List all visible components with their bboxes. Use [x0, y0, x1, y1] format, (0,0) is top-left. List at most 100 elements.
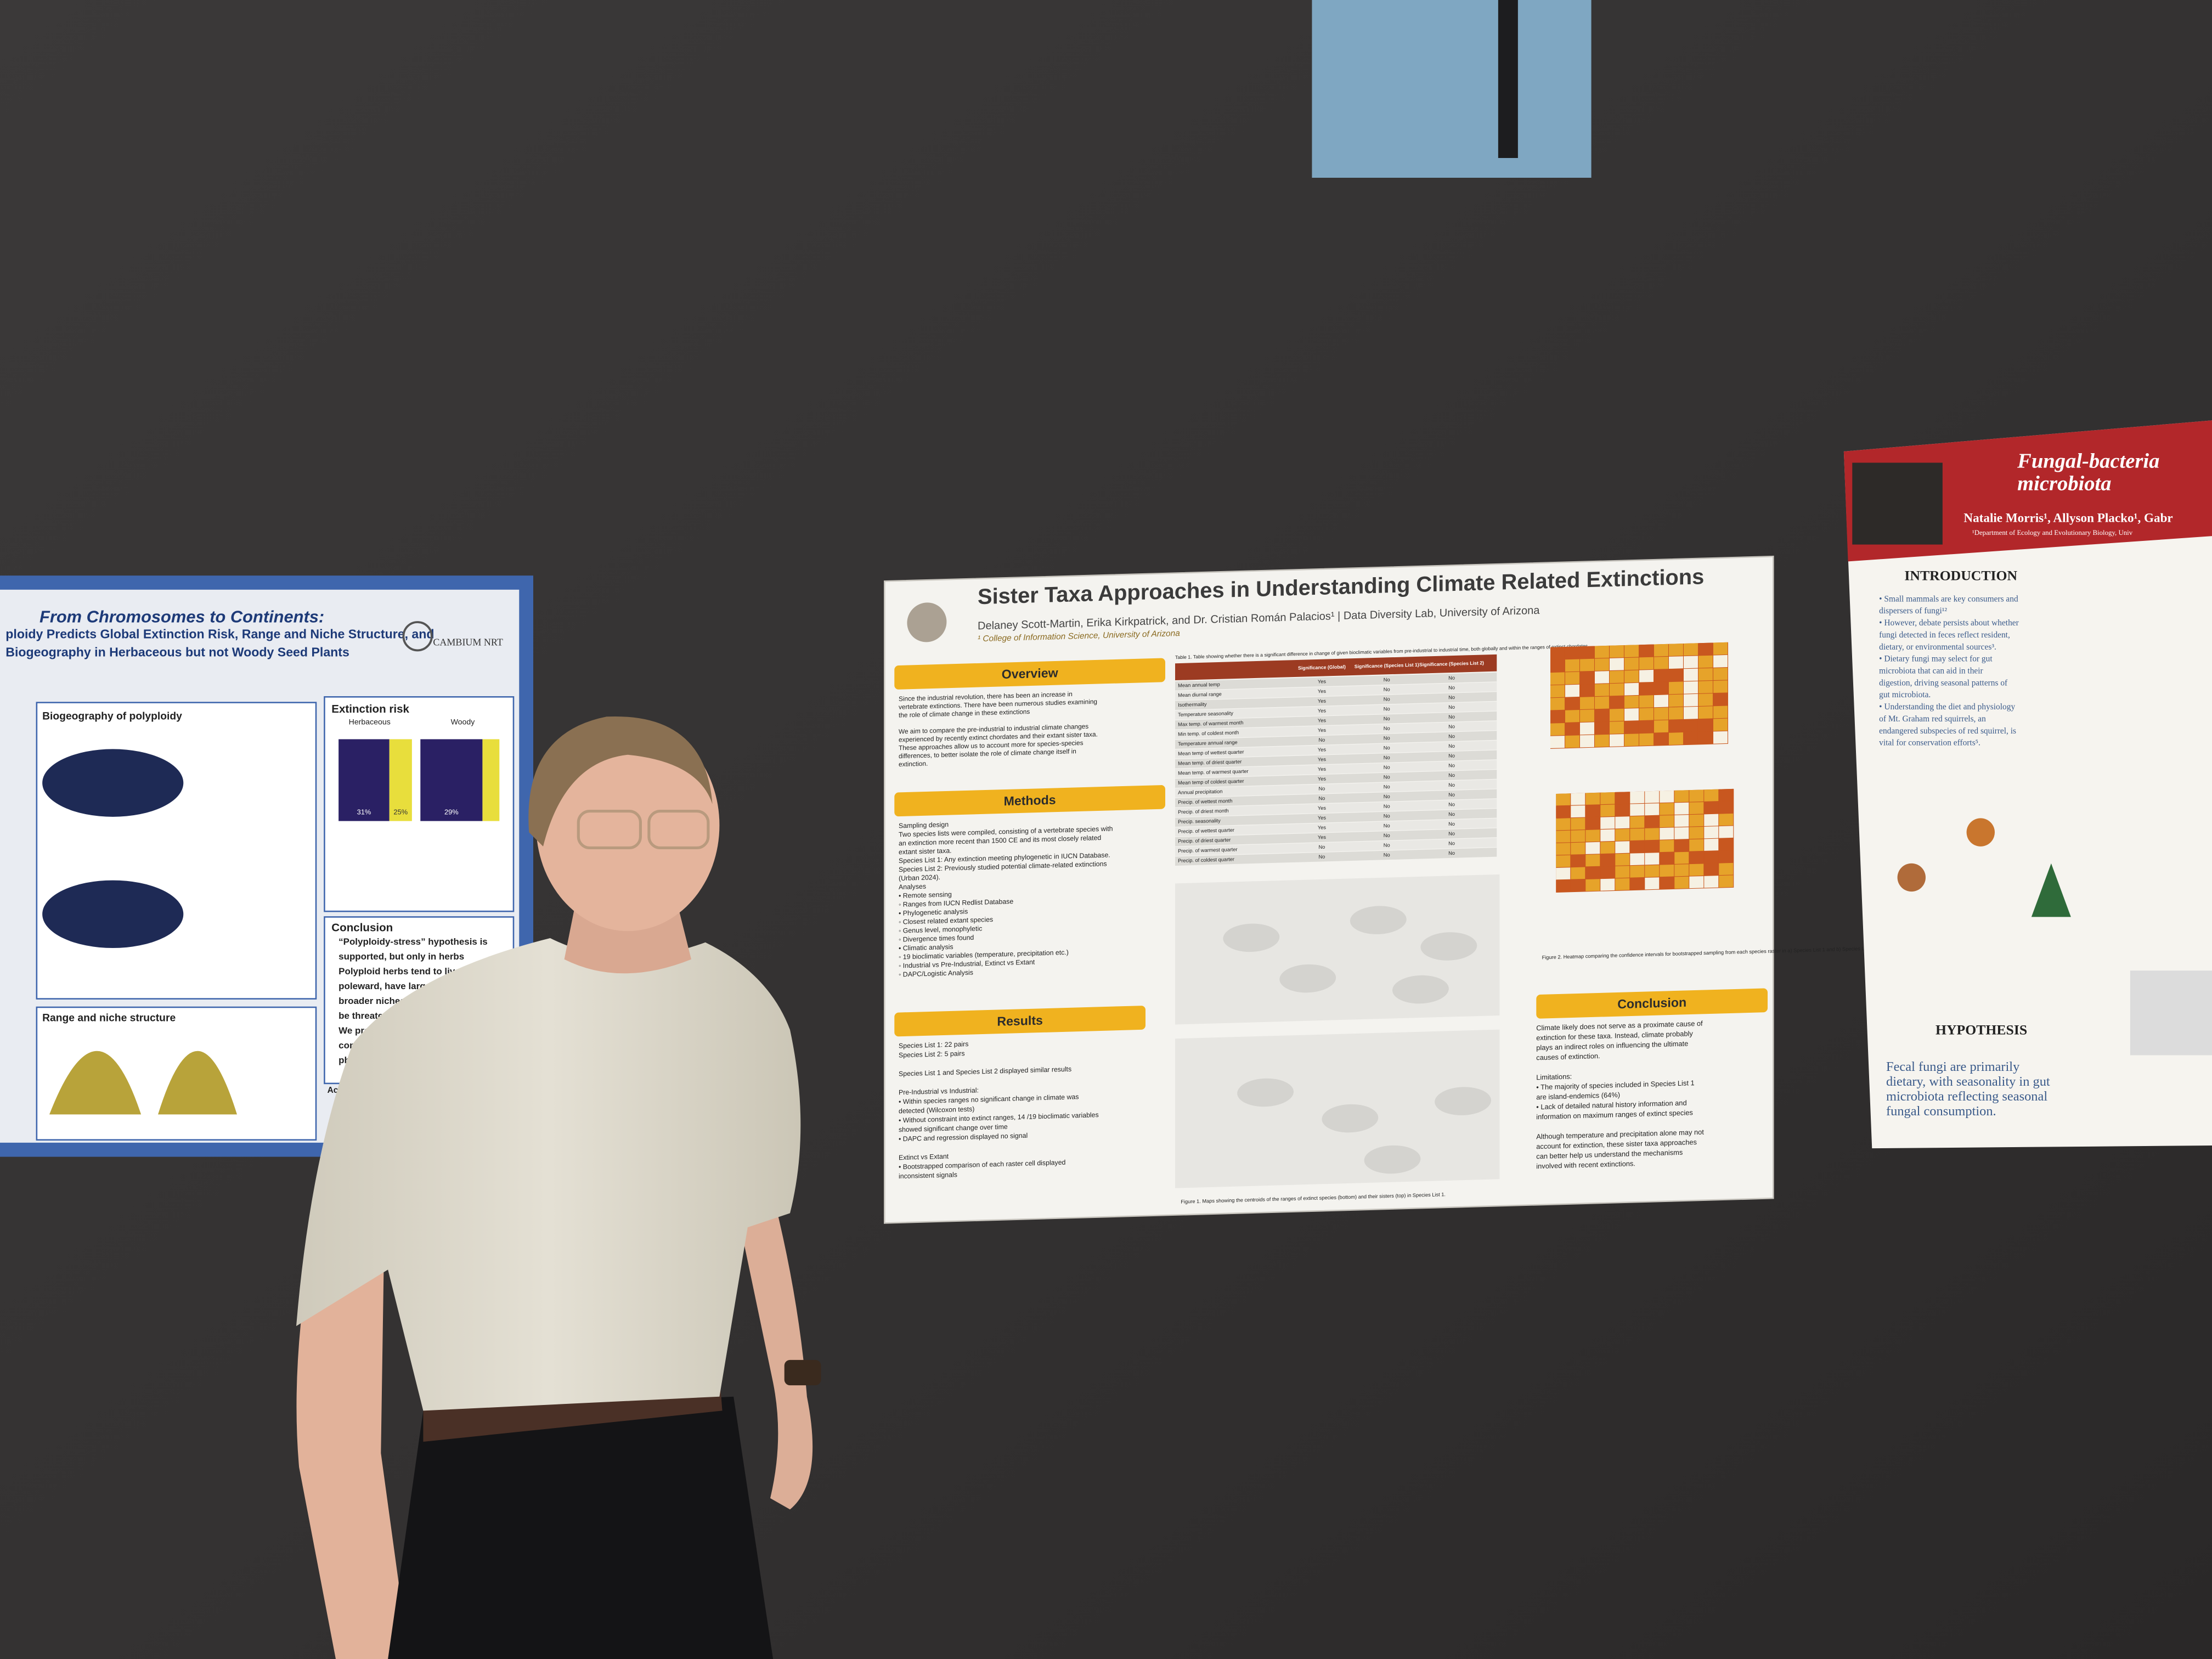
conclusion-text: involved with recent extinctions.	[1536, 1159, 1635, 1170]
heatmap-cell	[1645, 877, 1660, 890]
table-row-bg	[1175, 770, 1497, 788]
panel	[36, 702, 317, 1000]
heatmap-cell	[1645, 853, 1660, 865]
percent-label: 25%	[393, 808, 408, 816]
methods-text: Analyses	[899, 883, 926, 891]
panel-heading: Range and niche structure	[42, 1013, 176, 1024]
table-cell: Mean temp of wettest quarter	[1178, 749, 1244, 756]
heatmap-cell	[1639, 682, 1654, 695]
heatmap-cell	[1713, 731, 1728, 744]
table-header: Significance (Species List 1)	[1355, 662, 1419, 669]
heatmap-cell	[1595, 671, 1609, 684]
poster-title: microbiota	[2017, 472, 2111, 495]
table-cell: No	[1384, 716, 1390, 721]
table-cell: Yes	[1318, 747, 1326, 752]
table-cell: No	[1384, 755, 1390, 760]
left-poster: From Chromosomes to Continents:ploidy Pr…	[0, 575, 533, 1157]
heatmap-cell	[1580, 646, 1594, 659]
heatmap-cell	[1704, 863, 1719, 876]
heatmap-cell	[1565, 710, 1579, 723]
heatmap-cell	[1719, 801, 1734, 814]
heatmap-cell	[1600, 841, 1615, 854]
right-arm	[741, 1128, 813, 1510]
introduction-text: endangered subspecies of red squirrel, i…	[1879, 726, 2016, 736]
heatmap-cell	[1684, 693, 1698, 707]
table-cell: No	[1384, 745, 1390, 751]
heatmap-cell	[1674, 827, 1689, 839]
table-row-bg	[1175, 682, 1497, 701]
introduction-text: dietary, or environmental sources³.	[1879, 642, 1996, 652]
heatmap-cell	[1684, 668, 1698, 681]
methods-text: ◦ Ranges from IUCN Redlist Database	[899, 898, 1013, 909]
density-curve	[158, 1051, 237, 1115]
table-cell: No	[1448, 792, 1455, 797]
heatmap-cell	[1580, 658, 1594, 672]
heatmap-cell	[1674, 802, 1689, 815]
heatmap-cell	[1660, 815, 1674, 828]
heatmap-cell	[1654, 720, 1668, 733]
chart-panel	[2130, 970, 2212, 1056]
heatmap-cell	[1595, 734, 1609, 747]
table-cell: Precip. of wettest month	[1178, 798, 1232, 805]
results-text: • DAPC and regression displayed no signa…	[899, 1132, 1028, 1143]
heatmap-cell	[1571, 830, 1585, 843]
heatmap-cell	[1600, 792, 1615, 805]
hypothesis-text: dietary, with seasonality in gut	[1886, 1074, 2050, 1089]
heatmap-cell	[1645, 803, 1660, 816]
heatmap-cell	[1660, 864, 1674, 877]
heatmap-cell	[1610, 734, 1624, 747]
section-heading: Overview	[1002, 665, 1059, 681]
heatmap-cell	[1704, 851, 1719, 864]
introduction-text: dispersers of fungi¹²	[1879, 606, 1947, 616]
heatmap-cell	[1595, 709, 1609, 722]
methods-text: (Urban 2024).	[899, 873, 940, 882]
section-heading: Methods	[1004, 793, 1056, 809]
table-cell: No	[1384, 842, 1390, 848]
table-cell: No	[1384, 813, 1390, 819]
conclusion-text: “Polyploidy-stress” hypothesis is	[338, 936, 488, 947]
heatmap-cell	[1669, 719, 1683, 732]
heatmap-cell	[1585, 842, 1600, 854]
table-cell: No	[1319, 854, 1325, 860]
heatmap-cell	[1699, 642, 1713, 656]
overview-text: extinction.	[899, 760, 928, 768]
table-cell: Precip. seasonality	[1178, 818, 1221, 825]
window-frame	[1498, 0, 1518, 158]
bird-logo	[907, 602, 947, 642]
heatmap-cell	[1615, 878, 1630, 890]
heatmap-cell	[1556, 867, 1571, 880]
table-cell: No	[1384, 765, 1390, 770]
results-text: Pre-Industrial vs Industrial:	[899, 1086, 979, 1096]
heatmap-cell	[1565, 735, 1579, 748]
map-landmass	[1350, 906, 1407, 934]
heatmap-cell	[1615, 804, 1630, 816]
heatmap-cell	[1630, 865, 1645, 878]
heatmap-cell	[1600, 878, 1615, 891]
table-row-bg	[1175, 740, 1497, 759]
heatmap-cell	[1674, 851, 1689, 864]
introduction-text: • Small mammals are key consumers and	[1879, 594, 2018, 603]
heatmap-cell	[1595, 696, 1609, 709]
heatmap-cell	[1585, 792, 1600, 805]
heatmap-cell	[1669, 732, 1683, 745]
heatmap-cell	[1689, 851, 1704, 864]
panel-heading: Conclusion	[331, 921, 393, 934]
glasses-right	[647, 810, 710, 849]
table-cell: No	[1448, 821, 1455, 827]
hypothesis-text: Fecal fungi are primarily	[1886, 1059, 2020, 1074]
heatmap-cell	[1689, 814, 1704, 827]
heatmap-cell	[1580, 684, 1594, 697]
introduction-text: fungi detected in feces reflect resident…	[1879, 630, 2010, 640]
watch	[784, 1359, 821, 1386]
methods-text: • Climatic analysis	[899, 943, 953, 952]
table-cell: Yes	[1318, 834, 1326, 840]
hair	[528, 716, 713, 847]
conclusion-text: causes of extinction.	[1536, 1052, 1600, 1062]
table-cell: Yes	[1318, 679, 1326, 684]
table-cell: Isothermality	[1178, 702, 1207, 708]
heatmap-cell	[1699, 680, 1713, 693]
methods-text: Sampling design	[899, 821, 949, 830]
table-cell: No	[1319, 737, 1325, 743]
poster-subtitle: ploidy Predicts Global Extinction Risk, …	[5, 627, 434, 641]
hypothesis-text: fungal consumption.	[1886, 1104, 1996, 1119]
